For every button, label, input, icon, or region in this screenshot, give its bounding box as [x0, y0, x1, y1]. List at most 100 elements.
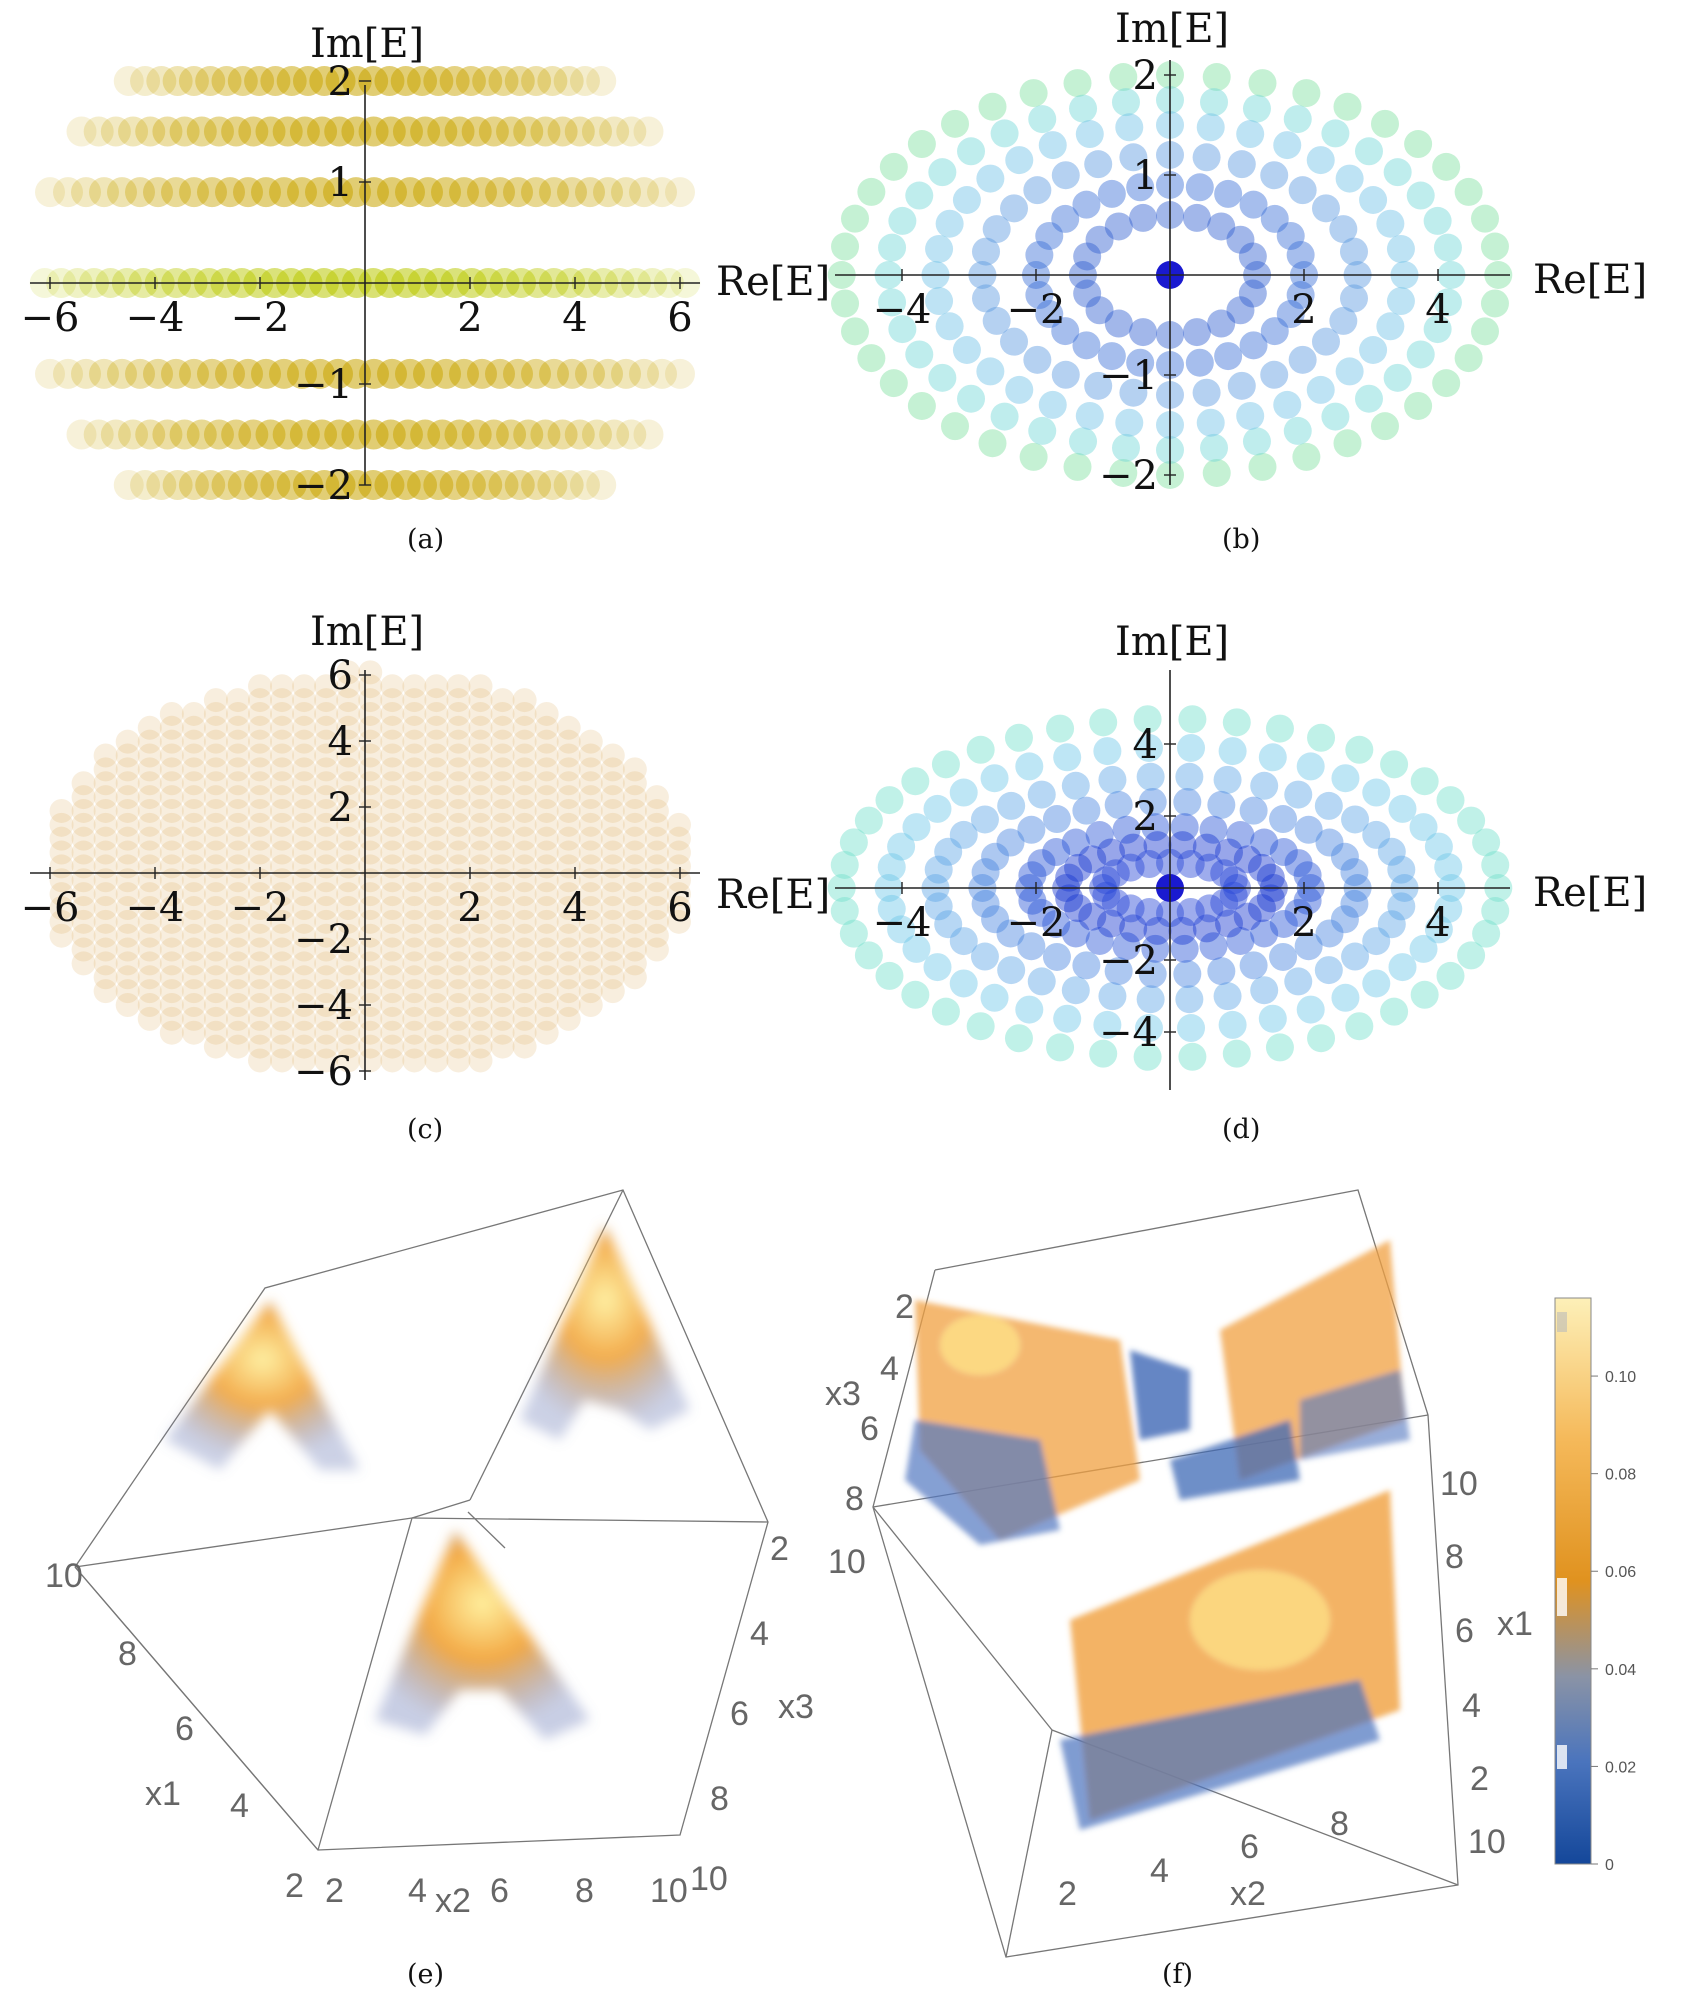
- data-point: [1097, 342, 1126, 371]
- data-point: [578, 965, 603, 990]
- data-point: [1027, 780, 1056, 809]
- data-point: [380, 993, 405, 1017]
- data-point: [1383, 158, 1412, 187]
- data-point: [512, 979, 537, 1004]
- data-point: [556, 895, 581, 920]
- data-point: [137, 979, 162, 1004]
- y-tick-label: 1: [328, 160, 353, 206]
- x3-tick-label: 8: [710, 1780, 729, 1818]
- data-point: [137, 895, 162, 920]
- data-point: [1075, 120, 1104, 149]
- data-point: [1226, 820, 1255, 849]
- data-point: [71, 358, 101, 389]
- data-point: [1053, 743, 1082, 772]
- data-point: [1258, 743, 1287, 772]
- e-x3-label: x3: [778, 1688, 814, 1726]
- data-point: [1269, 805, 1298, 834]
- data-point: [879, 152, 908, 181]
- x-tick-label: −4: [126, 295, 185, 341]
- data-point: [578, 729, 603, 754]
- data-point: [1404, 130, 1433, 159]
- data-point: [380, 951, 405, 976]
- data-point: [211, 66, 242, 96]
- data-point: [159, 937, 184, 962]
- data-point: [424, 1020, 449, 1045]
- data-point: [1457, 941, 1486, 970]
- data-point: [115, 771, 140, 796]
- b-xlabel-right: Re[E]: [1533, 257, 1647, 303]
- data-point: [622, 951, 647, 976]
- data-point: [270, 951, 295, 976]
- data-point: [600, 798, 625, 823]
- data-point: [1017, 815, 1046, 844]
- x-tick-label: 4: [562, 885, 587, 931]
- data-point: [1454, 344, 1483, 373]
- data-point: [1345, 735, 1374, 764]
- data-point: [1283, 416, 1312, 445]
- y-tick-label: −1: [1099, 353, 1158, 399]
- data-point: [1236, 120, 1265, 149]
- data-point: [424, 688, 449, 713]
- data-point: [248, 909, 272, 934]
- data-point: [270, 812, 295, 837]
- data-point: [490, 812, 515, 837]
- a-data-points: [29, 66, 701, 500]
- data-point: [215, 358, 245, 389]
- data-point: [600, 771, 625, 796]
- data-point: [248, 812, 272, 837]
- x1-tick-label: 8: [118, 1635, 137, 1673]
- data-point: [553, 470, 584, 500]
- data-point: [578, 826, 603, 851]
- data-point: [292, 965, 317, 990]
- panel-c: −6 −4 −2 2 4 6 6 4 2 −2 −4 −6 Im[E] (c): [21, 609, 700, 1145]
- e-density-blob-right: [520, 1225, 690, 1440]
- data-point: [314, 757, 339, 782]
- data-point: [1471, 204, 1500, 233]
- data-point: [49, 798, 74, 823]
- data-point: [225, 812, 250, 837]
- data-point: [1331, 983, 1360, 1012]
- colorbar-tick-label: 0: [1605, 1857, 1614, 1874]
- data-point: [1053, 1004, 1082, 1033]
- data-point: [336, 923, 361, 948]
- data-point: [66, 419, 97, 450]
- data-point: [1213, 765, 1242, 794]
- data-point: [468, 674, 493, 699]
- data-point: [314, 674, 339, 699]
- data-point: [424, 1034, 449, 1059]
- data-point: [644, 785, 669, 810]
- data-point: [468, 951, 493, 976]
- data-point: [1005, 375, 1034, 404]
- data-point: [935, 312, 964, 341]
- data-point: [857, 177, 886, 206]
- data-point: [71, 826, 96, 851]
- data-point: [159, 979, 184, 1004]
- data-point: [402, 701, 427, 726]
- data-point: [1192, 914, 1221, 943]
- y-tick-label: −2: [294, 917, 353, 963]
- data-point: [292, 688, 317, 713]
- data-point: [504, 470, 535, 500]
- data-point: [534, 909, 559, 934]
- data-point: [1457, 806, 1486, 835]
- data-point: [159, 840, 184, 865]
- data-point: [402, 840, 427, 865]
- data-point: [534, 757, 559, 782]
- data-point: [137, 868, 162, 893]
- data-point: [402, 979, 427, 1004]
- data-point: [934, 837, 963, 866]
- data-point: [534, 1006, 559, 1031]
- data-point: [118, 116, 149, 147]
- data-point: [578, 895, 603, 920]
- data-point: [1192, 833, 1221, 862]
- data-point: [599, 116, 630, 147]
- data-point: [521, 358, 551, 389]
- data-point: [93, 812, 118, 837]
- data-point: [941, 412, 970, 441]
- data-point: [490, 701, 515, 726]
- data-point: [181, 937, 206, 962]
- data-point: [1104, 790, 1133, 819]
- data-point: [1269, 838, 1298, 867]
- data-point: [1227, 371, 1256, 400]
